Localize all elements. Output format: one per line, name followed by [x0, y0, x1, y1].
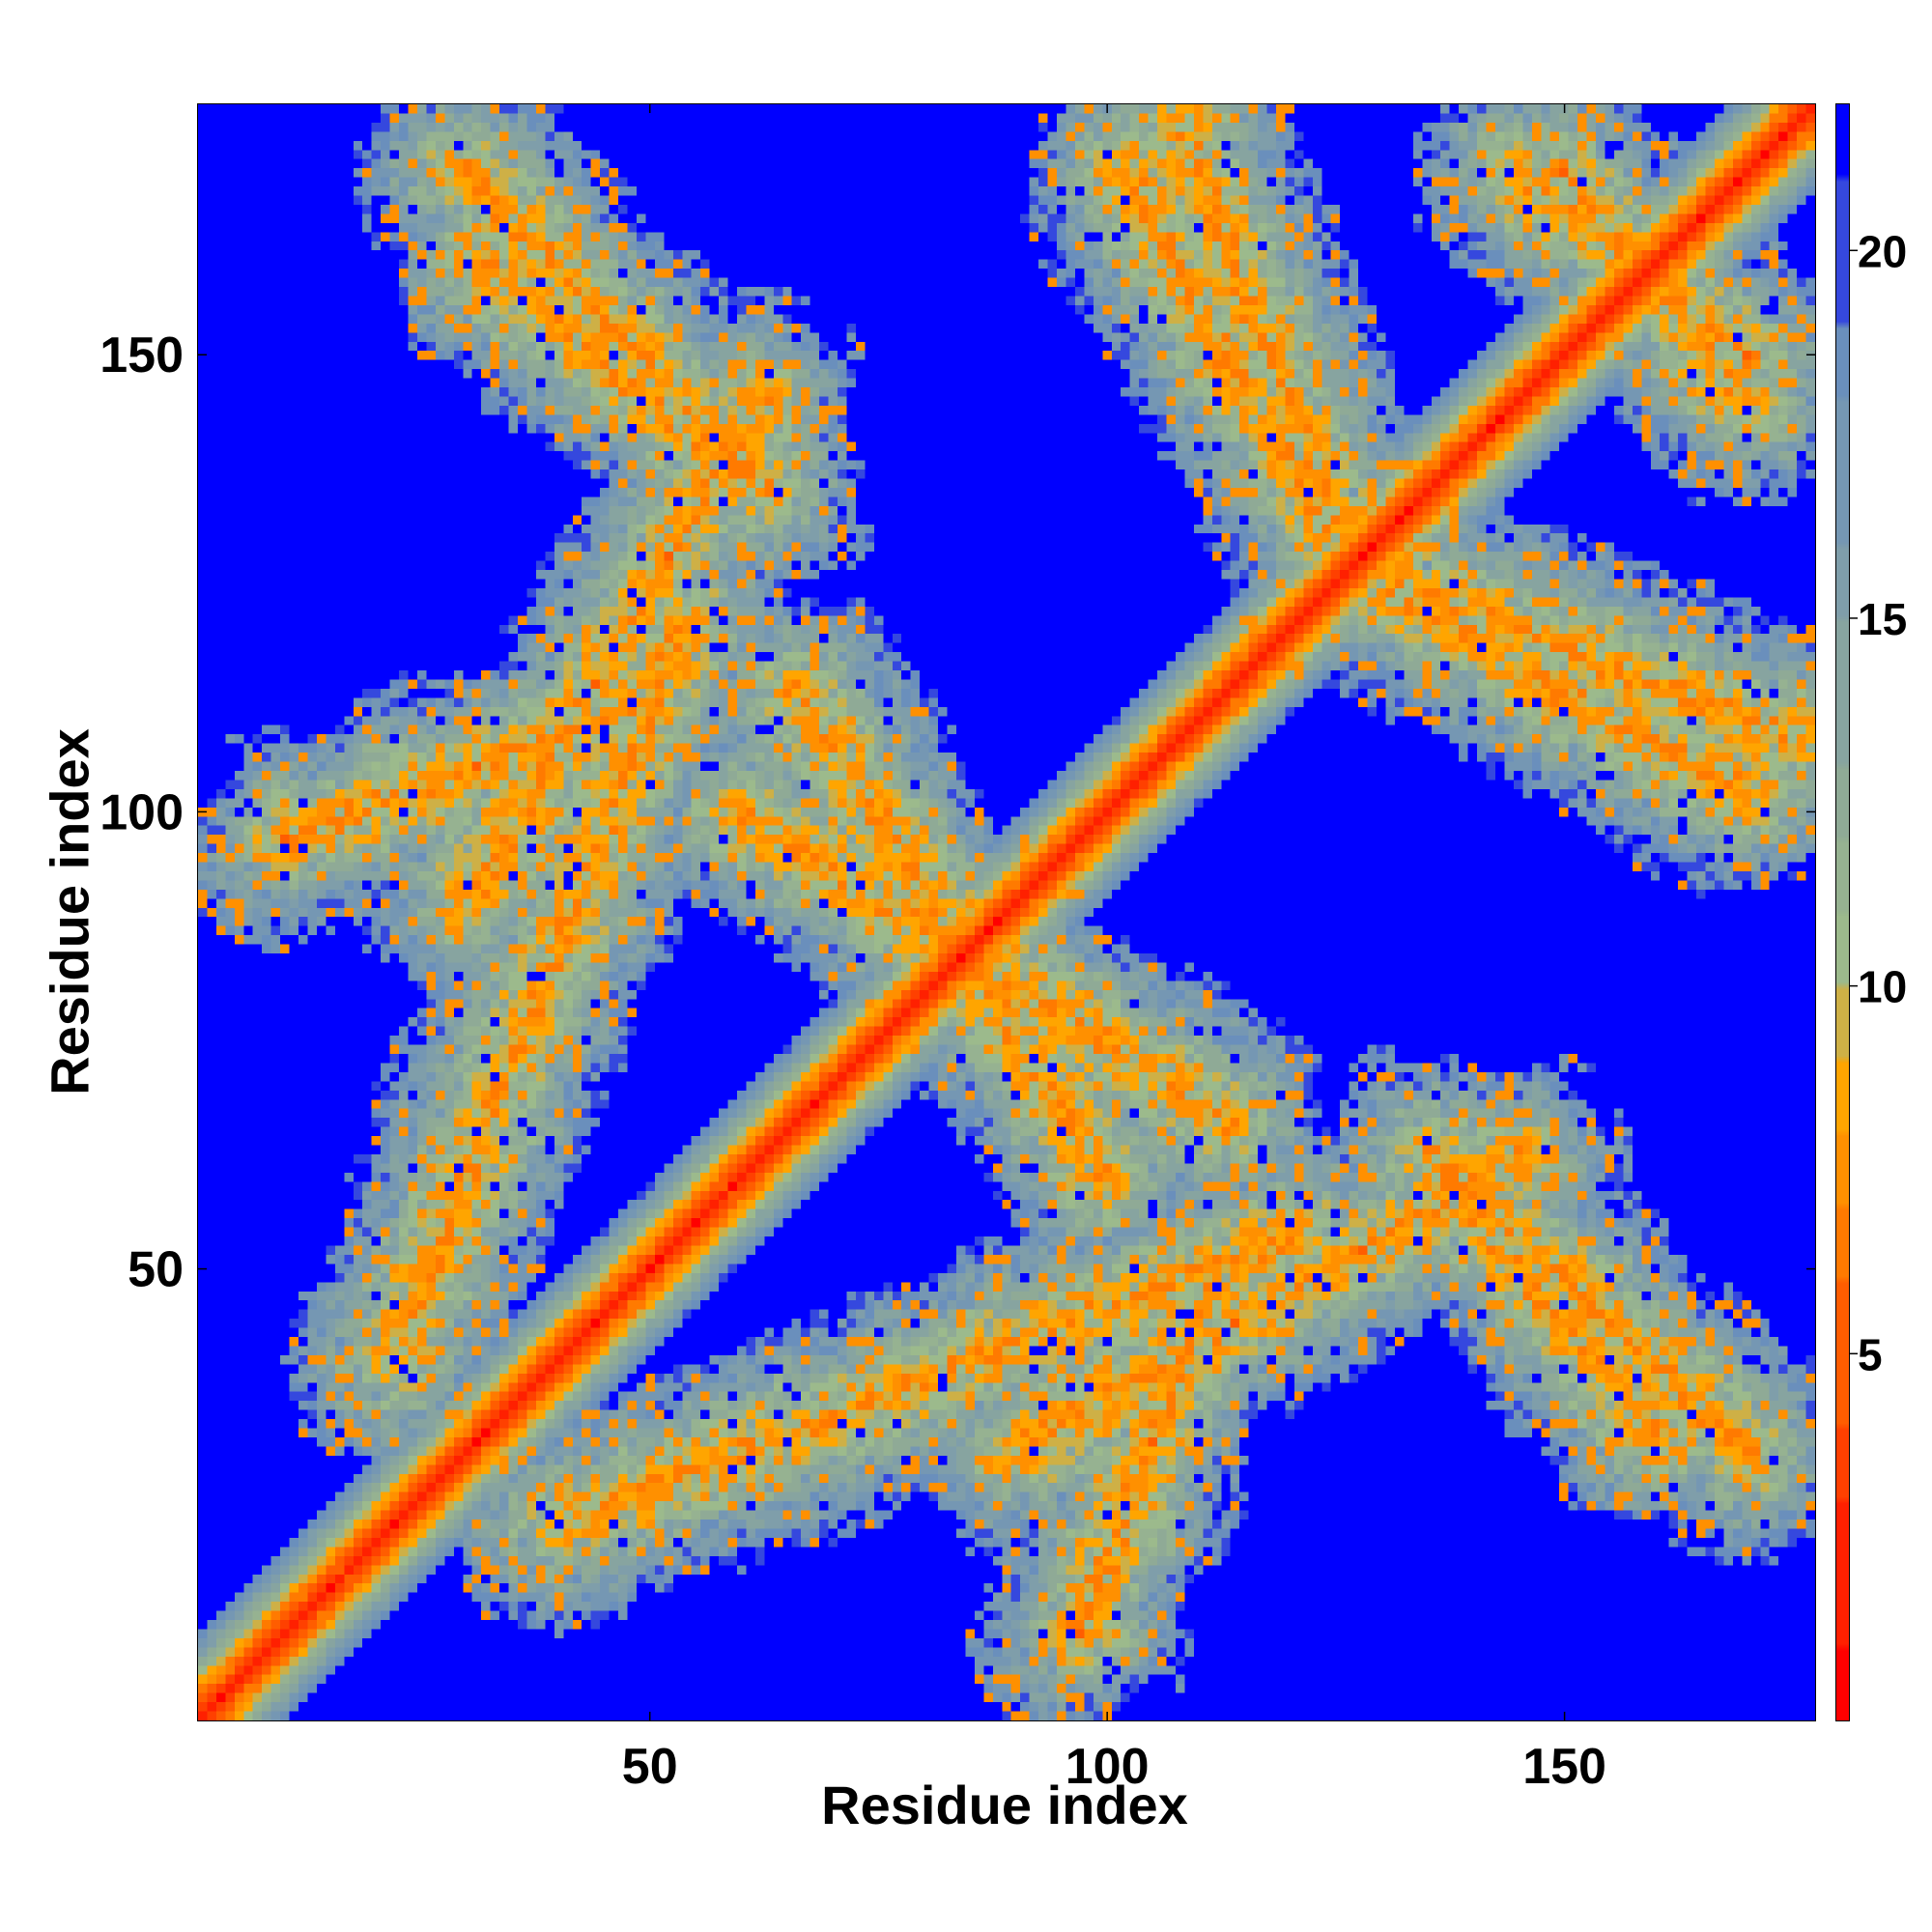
colorbar-gradient: [1836, 104, 1849, 1720]
colorbar-tick-label: 15: [1858, 594, 1907, 644]
y-tick-label: 150: [99, 327, 184, 384]
y-axis-title: Residue index: [39, 728, 100, 1095]
x-tick-label: 150: [1522, 1739, 1606, 1795]
y-tick-label: 100: [99, 784, 184, 840]
colorbar-tick-label: 5: [1858, 1329, 1883, 1379]
heatmap-plot-area: [197, 103, 1816, 1721]
x-tick-label: 50: [622, 1739, 678, 1795]
colorbar-tick-label: 20: [1858, 226, 1907, 276]
colorbar: [1835, 103, 1850, 1721]
y-tick-label: 50: [128, 1242, 184, 1298]
heatmap-cells: [198, 104, 1815, 1720]
x-axis-title: Residue index: [821, 1775, 1188, 1835]
x-tick-label: 100: [1065, 1739, 1150, 1795]
colorbar-tick-label: 10: [1858, 962, 1907, 1012]
